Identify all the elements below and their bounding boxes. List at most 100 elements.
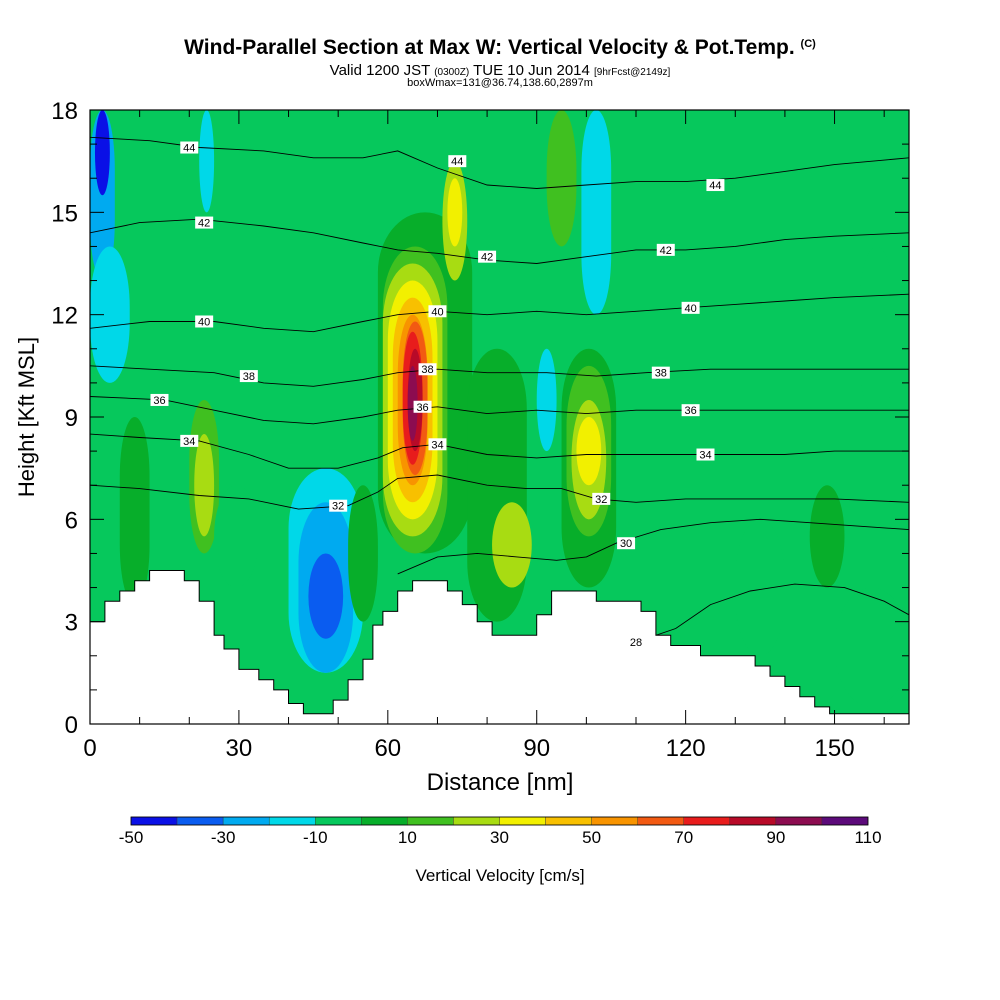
isentrope-label-box [195,216,214,229]
colorbar-swatch-9 [545,816,592,826]
isentrope-label-14: 36 [681,404,700,417]
isentrope-label-box [651,366,670,379]
x-axis-label: Distance [nm] [427,769,574,796]
velocity-cell-5 [194,434,215,537]
isentrope-label-text: 36 [416,402,428,414]
colorbar-swatch-11 [637,816,684,826]
isentrope-label-text: 30 [620,538,632,550]
isentrope-label-box [180,141,199,154]
terrain [90,570,909,724]
isentrope-label-18: 32 [329,499,348,513]
y-tick-label-18: 18 [51,98,78,125]
isentrope-label-box [428,438,447,451]
y-tick-label-9: 9 [65,405,78,432]
colorbar-swatch-14 [775,816,823,826]
colorbar-swatch-7 [453,816,500,826]
isentrope-label-text: 36 [684,405,696,417]
velocity-cell-37 [859,246,895,417]
velocity-cell-6 [199,110,215,213]
isentrope-label-box [627,636,645,649]
isentrope-label-box [180,434,199,447]
isentrope-label-text: 42 [660,245,672,257]
colorbar-swatch-1 [176,816,224,826]
isentrope-label-text: 44 [709,180,721,192]
colorbar-swatch-15 [821,816,869,826]
y-tick-label-0: 0 [65,712,78,739]
isentrope-label-box [418,363,437,376]
isentrope-label-text: 34 [431,439,443,451]
box-info-line: boxWmax=131@36.74,138.60,2897m [407,77,593,89]
isentrope-label-0: 44 [180,141,199,155]
isentrope-label-6: 40 [195,315,214,328]
x-tick-label-60: 60 [374,735,401,762]
colorbar-swatch-5 [361,816,408,826]
isentrope-label-9: 38 [239,370,258,383]
colorbar-tick-label-110: 110 [854,828,881,847]
valid-time-line: Valid 1200 JST (0300Z) TUE 10 Jun 2014 [… [0,62,1000,79]
valid-prefix: Valid 1200 JST [329,62,431,79]
isentrope-label-text: 28 [630,637,642,649]
isentrope-label-text: 34 [183,436,195,448]
valid-utc: (0300Z) [434,67,470,78]
isentrope-label-box [706,179,725,192]
isentrope-label-4: 42 [478,250,497,264]
isentrope-label-11: 38 [651,366,670,380]
velocity-cell-10 [308,553,344,639]
isentrope-label-text: 40 [684,303,696,315]
velocity-cell-2 [90,246,130,383]
colorbar-swatch-2 [222,816,270,826]
colorbar-frame [130,816,869,826]
isentrope-28 [635,583,909,643]
velocity-cell-1 [94,110,110,196]
isentrope-label-19: 32 [592,492,611,506]
x-tick-label-0: 0 [83,735,96,762]
isentrope-label-15: 34 [180,434,199,448]
velocity-cell-26 [536,348,557,452]
colorbar-label: Vertical Velocity [cm/s] [415,866,584,885]
isentrope-label-8: 40 [681,301,700,315]
x-tick-label-150: 150 [815,735,855,762]
isentrope-34 [90,433,909,469]
isentrope-label-2: 44 [706,179,725,192]
colorbar-swatch-4 [315,816,362,826]
isentrope-label-1: 44 [448,155,467,168]
chart-title-text: Wind-Parallel Section at Max W: Vertical… [184,36,795,59]
isentrope-label-10: 38 [418,363,437,376]
velocity-cell-3 [119,417,150,605]
isentrope-36 [90,396,909,425]
velocity-cell-36 [834,587,909,707]
colorbar-tick-label-90: 90 [766,828,785,847]
isentrope-label-box [617,537,636,550]
isentrope-label-21: 28 [627,636,645,649]
velocity-cell-34 [735,519,785,656]
isentrope-44 [90,136,909,189]
colorbar-swatch-6 [407,816,454,826]
isentrope-label-box [681,404,700,417]
isentrope-label-text: 36 [153,395,165,407]
isentrope-label-box [448,155,467,168]
y-tick-label-12: 12 [51,303,78,330]
isentrope-label-box [150,393,169,406]
isentrope-label-box [656,243,675,256]
isentrope-40 [90,293,909,333]
colorbar-tick-label-10: 10 [398,828,417,847]
x-tick-label-120: 120 [666,735,706,762]
colorbar-tick-label-30: 30 [490,828,509,847]
chart-title: Wind-Parallel Section at Max W: Vertical… [0,36,1000,60]
isentrope-label-box [478,250,497,263]
terrain-shape [90,570,909,724]
isentrope-label-7: 40 [428,305,447,318]
velocity-cell-31 [581,110,612,315]
colorbar-swatch-0 [130,816,178,826]
y-tick-label-3: 3 [65,610,78,637]
isentrope-label-text: 44 [183,143,195,155]
colorbar-swatch-12 [683,816,731,826]
colorbar-tick-label-50: 50 [582,828,601,847]
y-tick-label-6: 6 [65,507,78,534]
colorbar-tick-label--50: -50 [119,828,144,847]
isentrope-label-box [681,301,700,314]
isentrope-32 [90,474,909,510]
colorbar: -50 -30 -10 10 30 50 70 90 110 [119,816,882,847]
colorbar-tick-label--30: -30 [211,828,236,847]
y-axis-label: Height [Kft MSL] [14,337,39,497]
